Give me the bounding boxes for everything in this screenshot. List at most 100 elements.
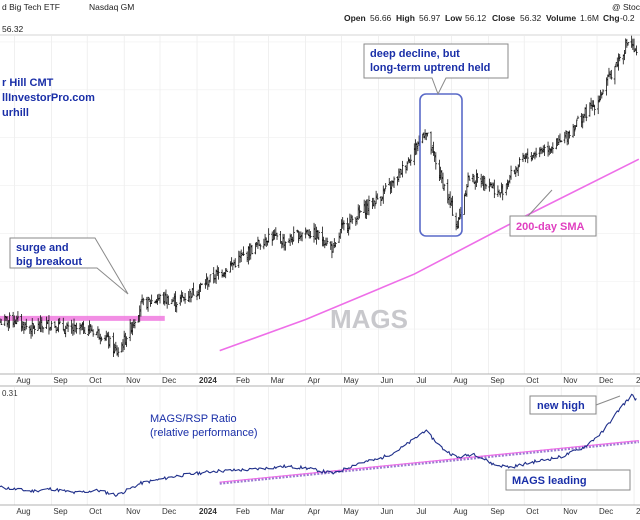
x-tick-label: Jun — [381, 507, 394, 516]
price-bar — [66, 321, 70, 332]
price-bar — [575, 119, 578, 127]
price-bar — [324, 237, 328, 246]
price-bar — [25, 318, 28, 330]
open-value: 56.66 — [370, 13, 392, 23]
x-tick-label: Feb — [236, 376, 250, 385]
ratio-trend-layer — [219, 440, 639, 485]
x-tick-label: Nov — [126, 507, 140, 516]
ratio-last-value: 0.31 — [2, 389, 18, 398]
surge-line-2: big breakout — [16, 256, 82, 268]
x-tick-label: Aug — [453, 507, 467, 516]
price-bar — [576, 115, 580, 119]
price-bar — [409, 154, 412, 166]
price-bar — [75, 322, 78, 334]
x-tick-label: Jul — [416, 376, 426, 385]
price-bars-layer — [0, 35, 638, 358]
price-grid — [0, 36, 640, 374]
price-bar — [468, 175, 471, 181]
price-bar — [426, 132, 429, 137]
new-high-label: new high — [537, 400, 585, 412]
price-bar — [142, 297, 145, 306]
price-bar — [150, 294, 153, 304]
new-high-pointer — [595, 395, 621, 406]
surge-callout — [9, 237, 129, 295]
volume-value: 1.6M — [580, 13, 599, 23]
x-tick-label: Dec — [599, 376, 613, 385]
price-bar — [484, 183, 488, 190]
price-bar — [224, 268, 227, 279]
x-tick-label: Nov — [126, 376, 140, 385]
leading-callout — [505, 469, 631, 491]
ticker-watermark: MAGS — [330, 304, 408, 334]
price-bar — [499, 193, 502, 198]
ratio-line-layer — [0, 393, 637, 498]
x-tick-label: Oct — [526, 376, 539, 385]
close-value: 56.32 — [520, 13, 542, 23]
low-label: Low — [445, 13, 462, 23]
price-bar — [40, 317, 43, 333]
price-bar — [573, 125, 576, 137]
price-bar — [58, 317, 61, 325]
x-tick-label: Sep — [53, 507, 68, 516]
price-bar — [358, 205, 361, 219]
price-bar — [342, 220, 346, 231]
x-tick-label: May — [343, 376, 358, 385]
price-bar — [407, 157, 410, 163]
price-bar — [91, 329, 95, 337]
x-tick-label: Apr — [308, 507, 321, 516]
x-tick-label: Mar — [271, 376, 285, 385]
price-bar — [192, 282, 195, 296]
price-bar — [217, 267, 220, 280]
last-price-label: 56.32 — [2, 24, 24, 34]
price-bar — [133, 319, 137, 329]
price-bar — [117, 347, 120, 358]
sma-annotation: 200-day SMA — [509, 189, 597, 237]
price-bar — [351, 215, 354, 224]
price-bar — [601, 89, 605, 95]
ratio-tick-labels: Aug Sep Oct Nov Dec 2024 Feb Mar Apr May Jun Jul Aug… — [16, 507, 640, 516]
price-bar — [271, 231, 274, 246]
ratio-line — [0, 393, 637, 498]
x-tick-label: 20 — [636, 376, 640, 385]
x-tick-label: Apr — [308, 376, 321, 385]
price-bar — [526, 148, 529, 164]
leading-annotation: MAGS leading — [505, 469, 631, 491]
x-tick-label: Oct — [89, 376, 102, 385]
price-bar — [593, 105, 596, 116]
price-bar — [325, 237, 329, 245]
decline-line-1: deep decline, but — [370, 48, 460, 60]
price-bar — [497, 189, 501, 194]
sma-callout — [509, 215, 597, 237]
price-bar — [300, 232, 304, 242]
x-tick-label: Dec — [162, 507, 176, 516]
price-bar — [125, 336, 128, 347]
price-bar — [204, 279, 207, 289]
price-bar — [16, 311, 20, 323]
price-bar — [189, 292, 193, 303]
price-bar — [471, 173, 475, 183]
x-tick-label: Feb — [236, 507, 250, 516]
price-bar — [275, 232, 279, 240]
fund-title: d Big Tech ETF — [2, 2, 60, 12]
sma-callout-pointer — [527, 189, 553, 217]
price-bar — [309, 230, 312, 239]
author-line-1: r Hill CMT — [2, 77, 54, 89]
price-bar — [297, 230, 300, 244]
x-tick-label: Sep — [490, 376, 505, 385]
price-bar — [8, 312, 11, 329]
price-bar — [367, 195, 371, 216]
price-bar — [392, 176, 396, 188]
price-bar — [501, 183, 504, 201]
price-bar — [267, 228, 270, 243]
low-value: 56.12 — [465, 13, 487, 23]
x-tick-label: Oct — [526, 507, 539, 516]
price-bar — [183, 293, 187, 304]
x-tick-label: 2024 — [199, 376, 217, 385]
ratio-trend-highlight — [219, 440, 639, 483]
x-tick-label: Jun — [381, 376, 394, 385]
x-tick-label: 20 — [636, 507, 640, 516]
author-line-2: llInvestorPro.com — [2, 92, 95, 104]
price-bar — [493, 179, 496, 199]
ratio-trend-line — [219, 440, 639, 485]
high-label: High — [396, 13, 415, 23]
